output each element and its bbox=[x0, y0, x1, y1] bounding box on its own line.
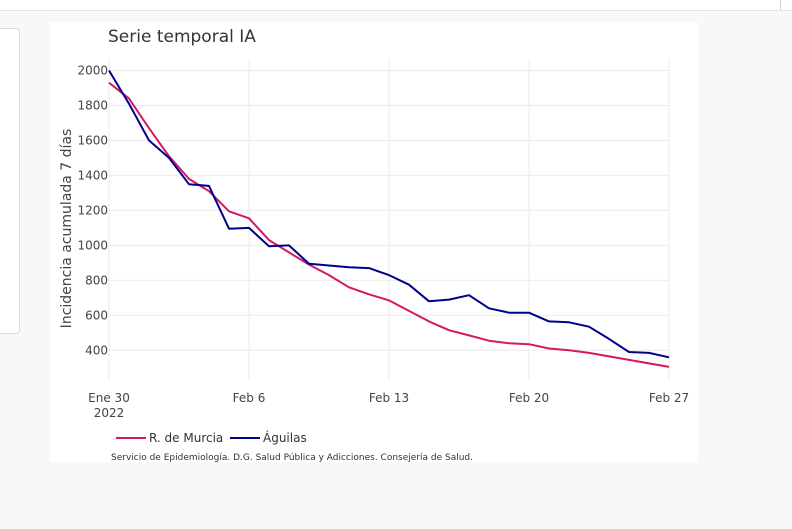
x-tick-sublabel: 2022 bbox=[94, 406, 125, 420]
legend-label-murcia: R. de Murcia bbox=[149, 431, 223, 445]
series-line-murcia bbox=[108, 81, 670, 368]
series-line-aguilas bbox=[108, 69, 670, 359]
top-bar bbox=[0, 0, 792, 11]
y-tick-label: 1200 bbox=[77, 203, 108, 217]
top-bar-divider bbox=[780, 0, 781, 10]
legend-label-aguilas: Águilas bbox=[263, 430, 307, 445]
chart-title: Serie temporal IA bbox=[108, 27, 256, 47]
x-tick-label: Feb 20 bbox=[509, 391, 549, 405]
y-tick-label: 800 bbox=[85, 273, 108, 287]
x-tick-label: Feb 6 bbox=[233, 391, 266, 405]
x-tick-label: Feb 13 bbox=[369, 391, 409, 405]
y-tick-label: 1600 bbox=[77, 133, 108, 147]
line-chart: Serie temporal IA 400 600 800 1000 1200 1400 1… bbox=[59, 27, 689, 462]
legend-item-murcia[interactable]: R. de Murcia bbox=[116, 431, 223, 445]
x-tick-label: Feb 27 bbox=[649, 391, 689, 405]
chart-card: Serie temporal IA 400 600 800 1000 1200 1400 1… bbox=[50, 22, 698, 462]
side-panel bbox=[0, 28, 20, 334]
y-tick-label: 1000 bbox=[77, 238, 108, 252]
y-tick-label: 400 bbox=[85, 343, 108, 357]
y-tick-label: 600 bbox=[85, 308, 108, 322]
y-axis-ticks: 400 600 800 1000 1200 1400 1600 1800 2000 bbox=[77, 63, 108, 357]
y-axis-title: Incidencia acumulada 7 días bbox=[59, 129, 75, 329]
y-tick-label: 2000 bbox=[77, 63, 108, 77]
x-tick-label: Ene 30 bbox=[88, 391, 130, 405]
series-layer bbox=[108, 69, 670, 368]
source-note: Servicio de Epidemiología. D.G. Salud Pú… bbox=[111, 453, 473, 462]
legend[interactable]: R. de Murcia Águilas bbox=[116, 430, 307, 445]
grid-lines bbox=[108, 59, 670, 380]
y-tick-label: 1400 bbox=[77, 168, 108, 182]
y-tick-label: 1800 bbox=[77, 98, 108, 112]
legend-item-aguilas[interactable]: Águilas bbox=[230, 430, 307, 445]
